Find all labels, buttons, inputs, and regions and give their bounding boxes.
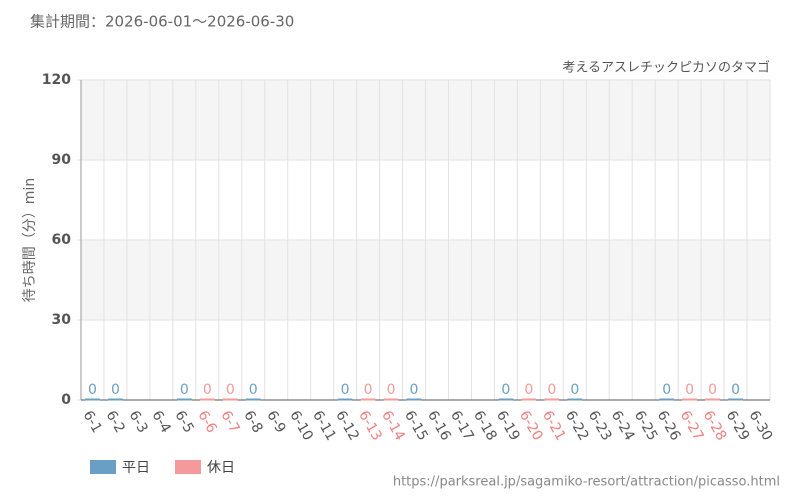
bar [705,398,720,401]
data-label: 0 [501,382,510,398]
x-tick-label: 6-9 [263,408,288,436]
bar [360,398,376,401]
bar [406,398,422,401]
bar [567,398,583,401]
x-tick-label: 6-5 [171,408,196,436]
x-tick-label: 6-4 [148,408,173,436]
chart-subtitle: 考えるアスレチックピカソのタマゴ [562,60,770,76]
x-tick-label: 6-3 [125,408,150,436]
x-tick-label: 6-23 [585,408,615,444]
y-tick-label: 120 [42,72,71,88]
bar [498,398,514,401]
x-tick-label: 6-16 [424,408,454,444]
data-label: 0 [249,382,258,398]
x-tick-label: 6-8 [240,408,265,436]
y-axis-label: 待ち時間（分）min [22,178,38,302]
x-tick-label: 6-21 [539,408,569,444]
x-tick-label: 6-14 [378,408,408,444]
x-tick-label: 6-25 [631,408,661,444]
x-tick-label: 6-12 [332,408,362,444]
bar [682,398,698,401]
bar [728,398,743,401]
x-tick-label: 6-15 [401,408,431,444]
x-tick-label: 6-29 [723,408,753,444]
data-label: 0 [547,382,556,398]
x-tick-label: 6-10 [286,408,316,444]
data-label: 0 [731,382,740,398]
bar [199,398,215,401]
data-label: 0 [685,382,694,398]
footer-url: https://parksreal.jp/sagamiko-resort/att… [393,475,780,490]
data-label: 0 [662,382,671,398]
legend-label: 休日 [207,460,235,476]
bar [337,398,353,401]
data-label: 0 [88,382,97,398]
x-tick-label: 6-22 [562,408,592,444]
x-tick-label: 6-1 [80,408,105,436]
y-tick-label: 30 [52,312,72,328]
bar [521,398,537,401]
x-tick-label: 6-2 [103,408,128,436]
data-label: 0 [341,382,350,398]
y-tick-label: 60 [52,232,72,248]
bar [383,398,399,401]
data-label: 0 [364,382,373,398]
x-tick-label: 6-7 [217,408,242,436]
x-tick-label: 6-13 [355,408,385,444]
header: 集計期間：2026-06-01～2026-06-30 [30,13,294,31]
data-label: 0 [180,382,189,398]
x-tick-label: 6-26 [654,408,684,444]
x-tick-label: 6-11 [309,408,339,444]
x-tick-label: 6-27 [677,408,707,444]
bar [108,398,123,401]
bar [222,398,238,401]
data-label: 0 [226,382,235,398]
x-tick-label: 6-6 [194,408,219,436]
bar [85,398,100,401]
x-tick-label: 6-19 [493,408,523,444]
data-label: 0 [708,382,717,398]
x-tick-label: 6-17 [447,408,477,444]
y-tick-label: 0 [61,392,71,408]
data-label: 0 [410,382,419,398]
legend-label: 平日 [122,460,150,476]
data-label: 0 [387,382,396,398]
x-tick-label: 6-20 [516,408,546,444]
data-label: 0 [570,382,579,398]
bar [659,398,675,401]
bar [544,398,560,401]
legend-swatch [90,460,116,474]
bar [176,398,192,401]
x-tick-label: 6-30 [746,408,776,444]
legend-swatch [175,460,201,474]
x-tick-label: 6-28 [700,408,730,444]
x-tick-label: 6-24 [608,408,638,444]
y-tick-label: 90 [52,152,72,168]
bar [245,398,261,401]
data-label: 0 [524,382,533,398]
x-tick-label: 6-18 [470,408,500,444]
data-label: 0 [203,382,212,398]
data-label: 0 [111,382,120,398]
